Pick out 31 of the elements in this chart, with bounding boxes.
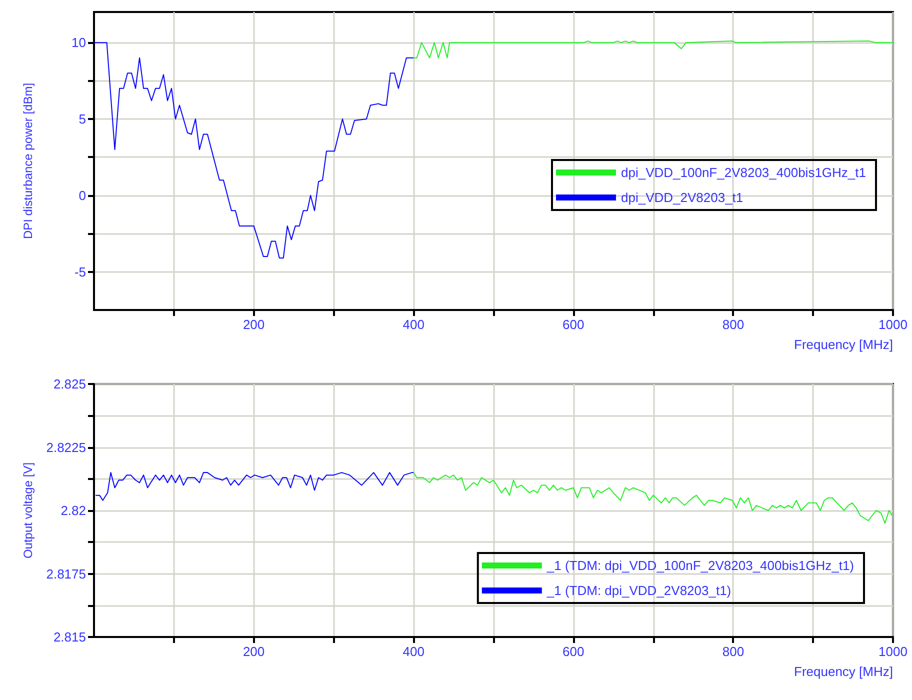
x-tick-label: 1000 [878,644,908,659]
y-tick-label: 2.8175 [46,566,86,582]
x-tick-label: 600 [562,644,584,659]
line-series [413,40,894,58]
y-axis-title: DPI disturbance power [dBm] [21,82,35,240]
legend-label: dpi_VDD_2V8203_t1 [620,190,744,205]
x-tick-label: 800 [722,317,744,332]
line-series [96,472,414,501]
line-series [94,42,414,259]
x-tick-label: 600 [562,317,584,332]
y-tick-label: 5 [78,111,86,126]
x-tick-label: 400 [402,644,424,659]
y-tick-label: 10 [72,35,86,50]
x-tick-label: 1000 [878,317,908,332]
x-axis-title: Frequency [MHz] [794,337,893,352]
y-tick-label: 2.825 [53,376,86,392]
x-tick-label: 800 [722,644,744,659]
legend-label: _1 (TDM: dpi_VDD_2V8203_t1) [546,583,732,598]
x-tick-label: 200 [242,317,265,332]
x-tick-label: 400 [402,317,424,332]
y-tick-label: 2.815 [53,630,86,644]
y-axis-title: Output voltage [V] [21,462,35,559]
x-axis-title: Frequency [MHz] [794,664,893,679]
legend-label: dpi_VDD_100nF_2V8203_400bis1GHz_t1 [620,165,866,180]
y-tick-label: 2.82 [60,503,86,518]
line-series [413,472,893,524]
y-tick-label: -5 [74,264,86,280]
y-tick-label: 2.8225 [46,440,86,455]
x-tick-label: 200 [242,644,265,659]
legend-label: _1 (TDM: dpi_VDD_100nF_2V8203_400bis1GHz_t1) [546,558,854,573]
y-tick-label: 0 [78,188,86,203]
